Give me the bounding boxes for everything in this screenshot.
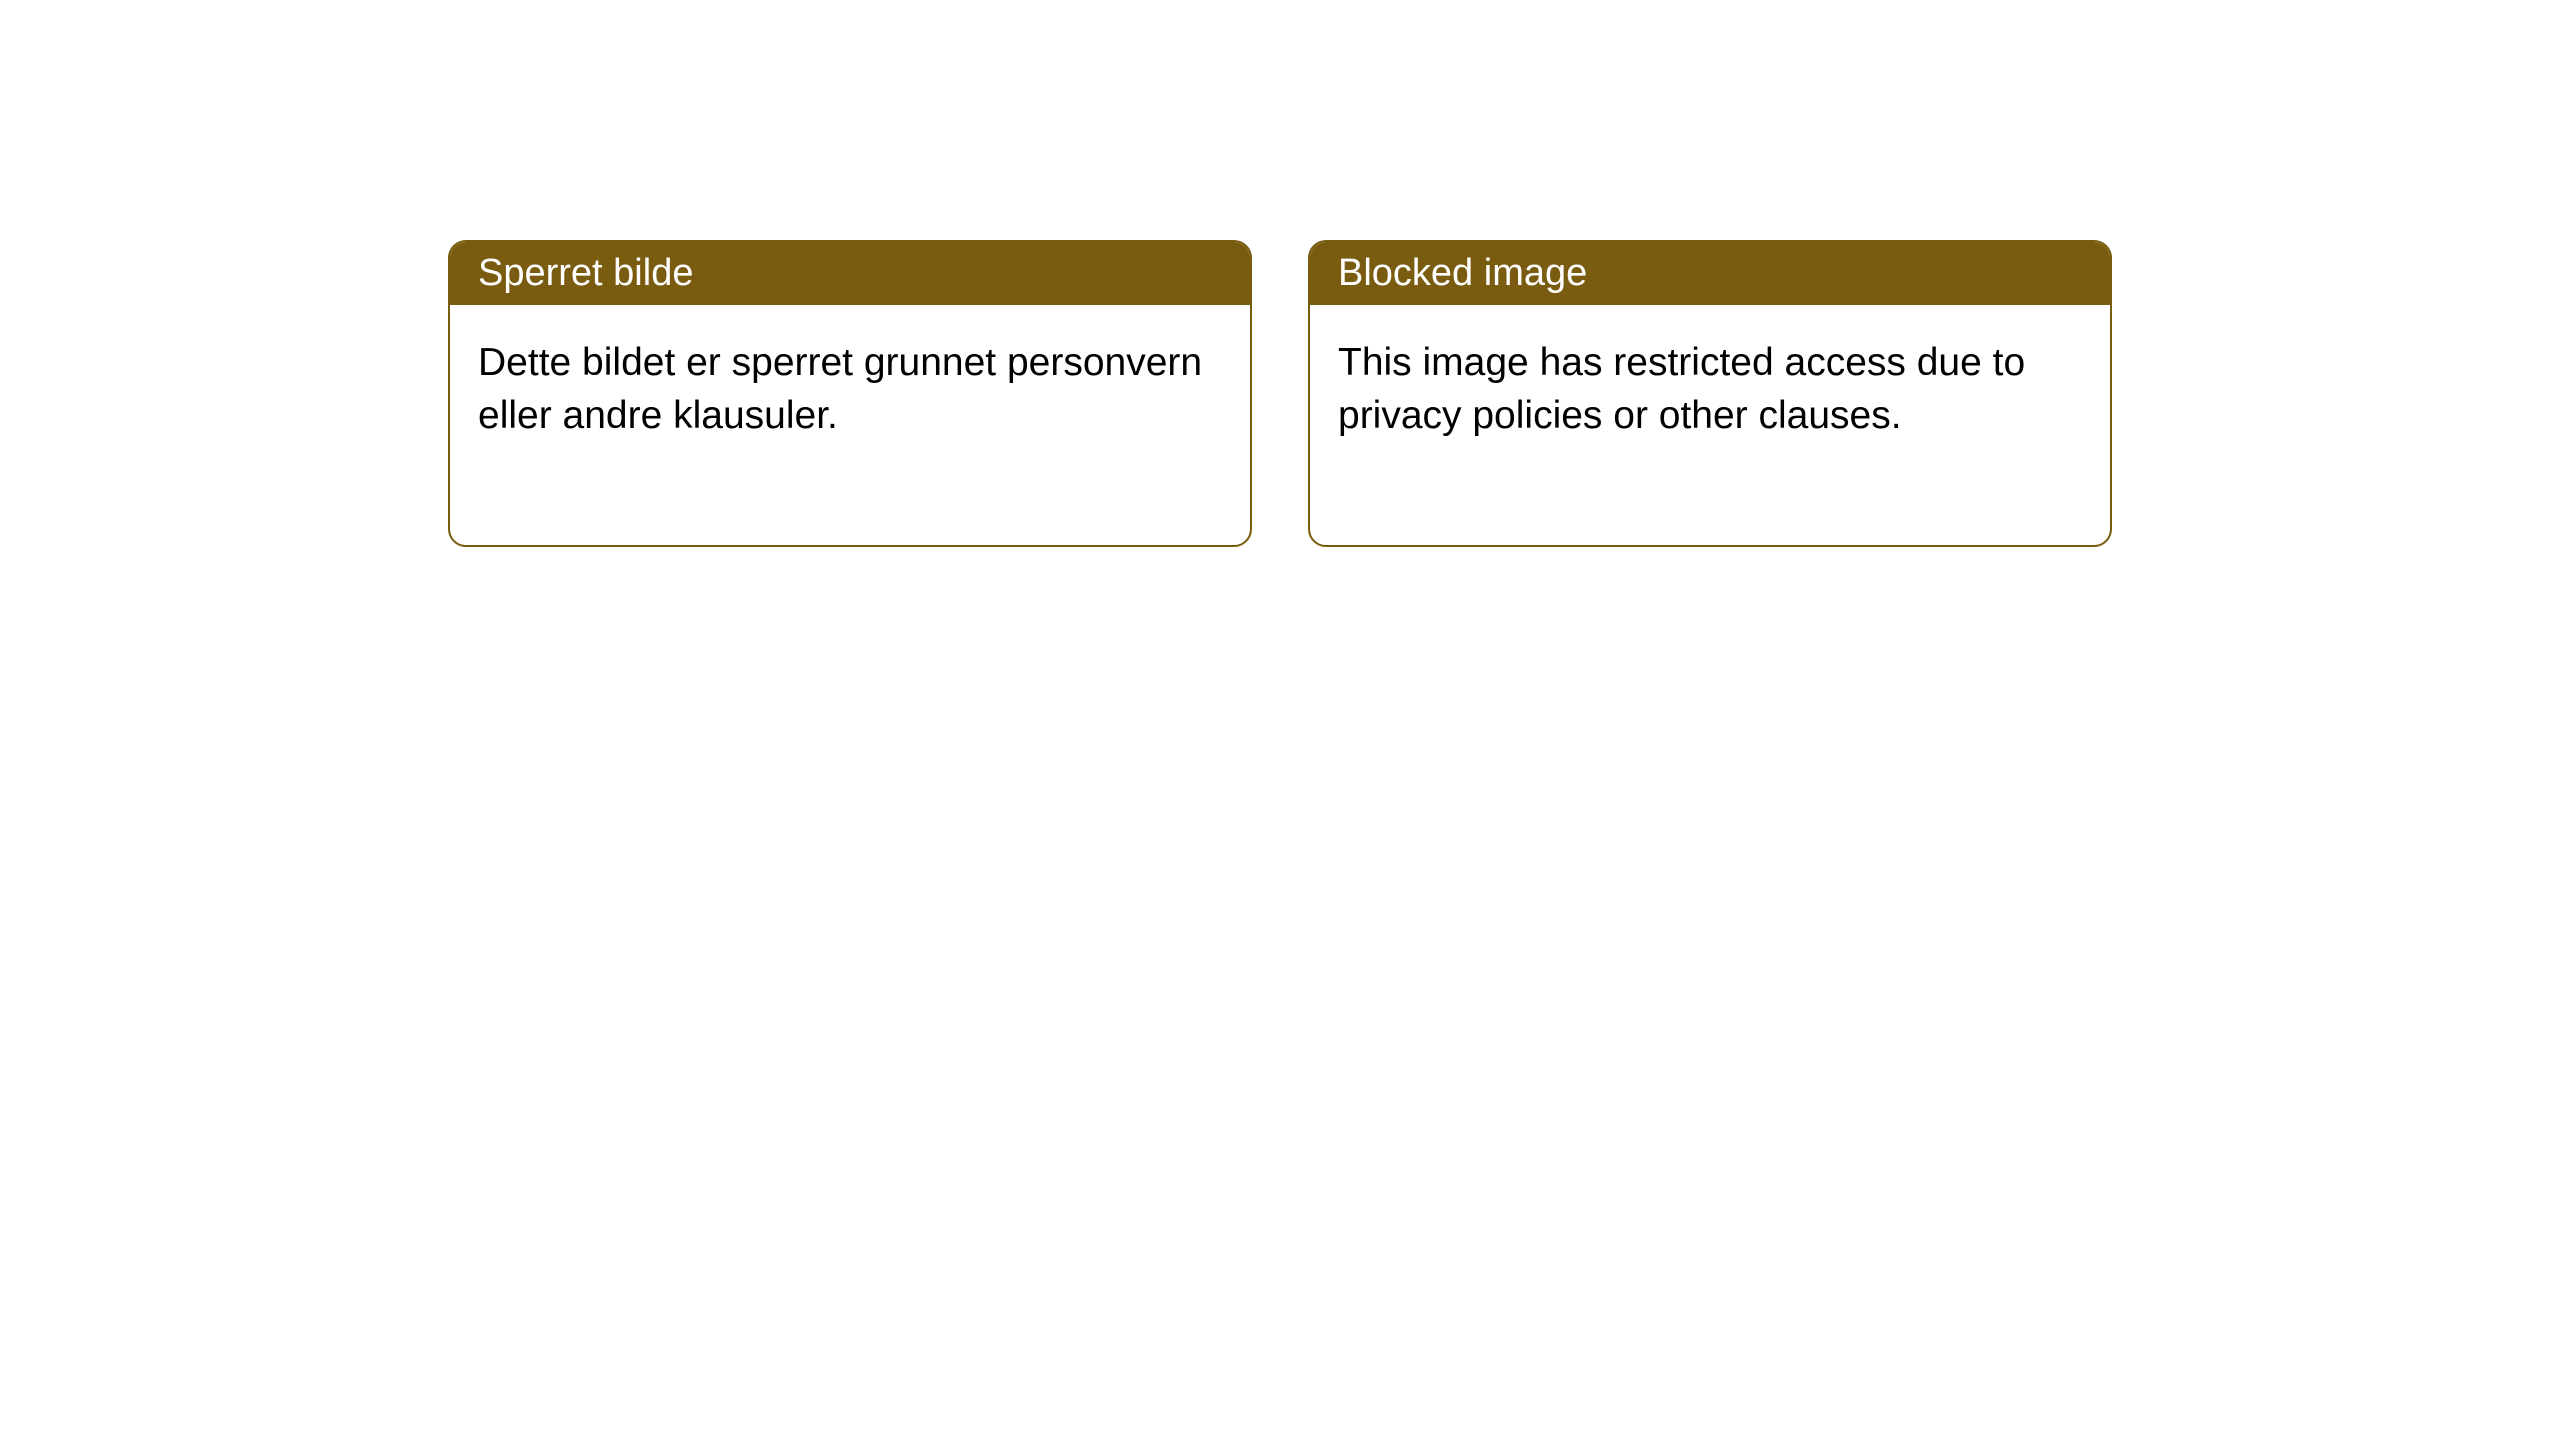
notice-cards-container: Sperret bilde Dette bildet er sperret gr… — [0, 0, 2560, 547]
blocked-image-card-norwegian: Sperret bilde Dette bildet er sperret gr… — [448, 240, 1252, 547]
card-body-norwegian: Dette bildet er sperret grunnet personve… — [450, 305, 1250, 545]
card-title-norwegian: Sperret bilde — [450, 242, 1250, 305]
card-body-english: This image has restricted access due to … — [1310, 305, 2110, 545]
blocked-image-card-english: Blocked image This image has restricted … — [1308, 240, 2112, 547]
card-title-english: Blocked image — [1310, 242, 2110, 305]
